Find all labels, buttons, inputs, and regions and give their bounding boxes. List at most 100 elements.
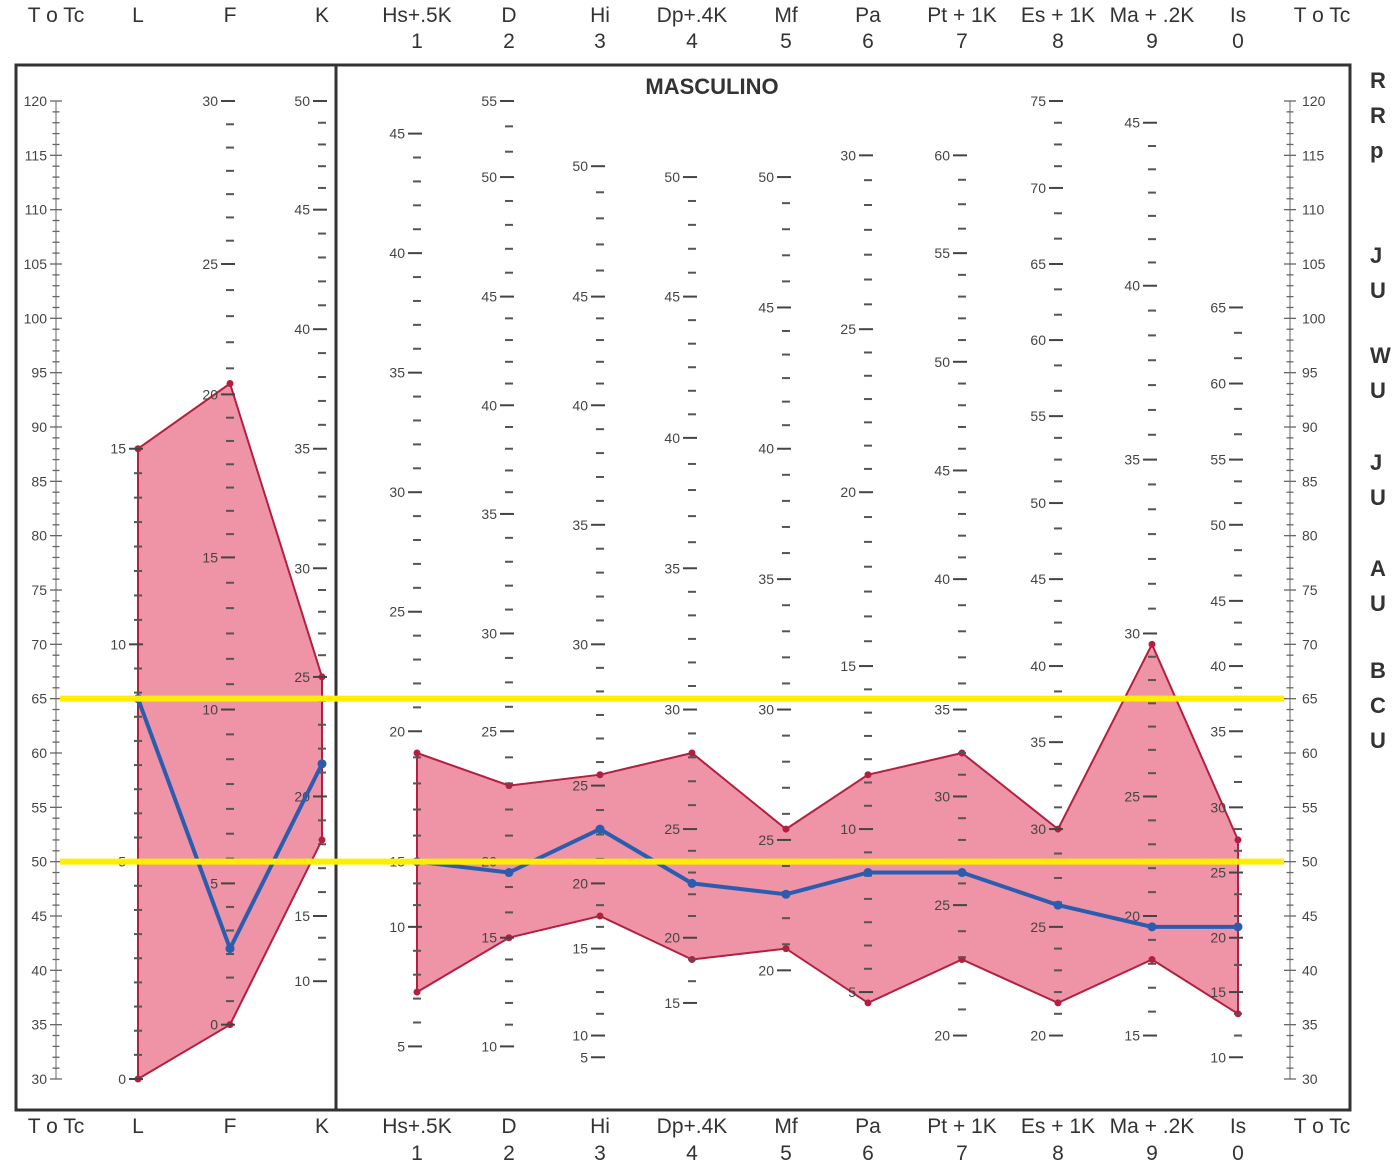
raw-tick-label-is: 20 (1210, 930, 1226, 946)
raw-tick-label-f: 30 (202, 93, 218, 109)
reference-lines (60, 695, 1284, 865)
raw-tick-label-dp-4k: 15 (664, 995, 680, 1011)
raw-tick-label-is: 10 (1210, 1049, 1226, 1065)
scale-abbr-header: Es + 1K (1021, 4, 1095, 27)
t-tick-label-right: 45 (1302, 908, 1318, 924)
raw-tick-label-f: 10 (202, 702, 218, 718)
scale-number-header: 0 (1232, 30, 1244, 53)
t-tick-label-left: 60 (31, 745, 47, 761)
t-tick-label-right: 80 (1302, 528, 1318, 544)
scale-number-header: 7 (956, 30, 968, 53)
scale-number-header: 1 (411, 30, 423, 53)
scale-number-footer: 2 (503, 1142, 515, 1165)
t-tick-label-right: 100 (1302, 310, 1326, 326)
profile-point (957, 868, 967, 878)
raw-tick-label-pa: 15 (840, 658, 856, 674)
raw-tick-label-hi: 25 (572, 778, 588, 794)
raw-tick-label-es-1k: 65 (1030, 256, 1046, 272)
scale-number-header: 9 (1146, 30, 1158, 53)
raw-tick-label-hs-5k: 45 (389, 126, 405, 142)
cropped-side-letter: R (1370, 103, 1386, 128)
raw-tick-label-pt-1k: 35 (934, 702, 950, 718)
t-tick-label-left: 100 (24, 310, 48, 326)
t-tick-label-left: 85 (31, 473, 47, 489)
t-tick-label-left: 105 (24, 256, 48, 272)
scale-abbr-header: D (501, 4, 516, 27)
t-tick-label-right: 40 (1302, 962, 1318, 978)
raw-tick-label-f: 25 (202, 256, 218, 272)
t-tick-label-right: 90 (1302, 419, 1318, 435)
scale-abbr-header: Is (1230, 4, 1246, 27)
scale-number-footer: 5 (780, 1142, 792, 1165)
raw-tick-label-is: 50 (1210, 517, 1226, 533)
t-tick-label-right: 105 (1302, 256, 1326, 272)
raw-tick-label-pa: 25 (840, 321, 856, 337)
t-tick-label-left: 75 (31, 582, 47, 598)
scale-number-header: 2 (503, 30, 515, 53)
t-scale-label-footer-left: T o Tc (28, 1115, 84, 1138)
profile-point (504, 868, 514, 878)
plot-frame (14, 63, 1352, 1112)
scale-abbr-footer: Hi (590, 1115, 610, 1138)
raw-tick-label-hi: 50 (572, 158, 588, 174)
scale-abbr-header: Dp+.4K (657, 4, 728, 27)
t-tick-label-right: 30 (1302, 1071, 1318, 1087)
raw-tick-label-is: 45 (1210, 593, 1226, 609)
raw-tick-label-k: 25 (294, 669, 310, 685)
scale-abbr-footer: Ma + .2K (1110, 1115, 1195, 1138)
raw-tick-label-k: 40 (294, 321, 310, 337)
raw-tick-label-es-1k: 50 (1030, 495, 1046, 511)
raw-tick-label-pa: 30 (840, 147, 856, 163)
scale-number-footer: 8 (1052, 1142, 1064, 1165)
scale-number-header: 3 (594, 30, 606, 53)
scale-abbr-footer: Dp+.4K (657, 1115, 728, 1138)
raw-tick-label-d: 40 (481, 397, 497, 413)
raw-tick-label-is: 15 (1210, 984, 1226, 1000)
raw-tick-label-pt-1k: 50 (934, 354, 950, 370)
raw-tick-label-f: 5 (210, 875, 218, 891)
t-tick-label-left: 35 (31, 1017, 47, 1033)
raw-tick-label-d: 55 (481, 93, 497, 109)
raw-tick-label-dp-4k: 50 (664, 169, 680, 185)
profile-point (863, 868, 873, 878)
profile-line-clinical (416, 827, 1238, 929)
raw-tick-label-is: 60 (1210, 376, 1226, 392)
cropped-side-letter: U (1370, 591, 1386, 616)
raw-tick-label-l: 10 (110, 636, 126, 652)
t-tick-label-right: 75 (1302, 582, 1318, 598)
raw-tick-label-es-1k: 30 (1030, 821, 1046, 837)
raw-tick-label-ma-2k: 35 (1124, 452, 1140, 468)
cropped-side-letter: J (1370, 450, 1382, 475)
raw-tick-label-dp-4k: 20 (664, 930, 680, 946)
scale-abbr-header: K (315, 4, 329, 27)
raw-tick-label-f: 0 (210, 1017, 218, 1033)
band-upper-point (1148, 640, 1156, 648)
raw-tick-label-pt-1k: 40 (934, 571, 950, 587)
raw-tick-label-mf: 25 (758, 832, 774, 848)
t-scale-label-footer-right: T o Tc (1294, 1115, 1350, 1138)
scale-number-footer: 6 (862, 1142, 874, 1165)
raw-tick-label-hi: 45 (572, 289, 588, 305)
band-upper-point (1234, 836, 1242, 844)
raw-tick-label-is: 35 (1210, 723, 1226, 739)
band-upper-point (688, 749, 696, 757)
raw-tick-label-d: 10 (481, 1038, 497, 1054)
band-lower-point (318, 836, 326, 844)
t-tick-label-left: 115 (25, 147, 48, 163)
scale-abbr-header: Pt + 1K (927, 4, 996, 27)
t-tick-label-left: 80 (31, 528, 47, 544)
t-tick-label-right: 55 (1302, 799, 1318, 815)
scale-abbr-header: L (132, 4, 144, 27)
cropped-side-letter: U (1370, 278, 1386, 303)
raw-tick-label-pt-1k: 45 (934, 462, 950, 478)
raw-tick-label-pt-1k: 60 (934, 147, 950, 163)
band-upper-point (226, 380, 234, 388)
raw-tick-label-dp-4k: 40 (664, 430, 680, 446)
t-tick-label-right: 50 (1302, 854, 1318, 870)
raw-tick-label-es-1k: 45 (1030, 571, 1046, 587)
scale-abbr-footer: K (315, 1115, 329, 1138)
t-tick-label-left: 50 (31, 854, 47, 870)
raw-tick-label-k: 35 (294, 441, 310, 457)
raw-tick-label-hi: 20 (572, 875, 588, 891)
